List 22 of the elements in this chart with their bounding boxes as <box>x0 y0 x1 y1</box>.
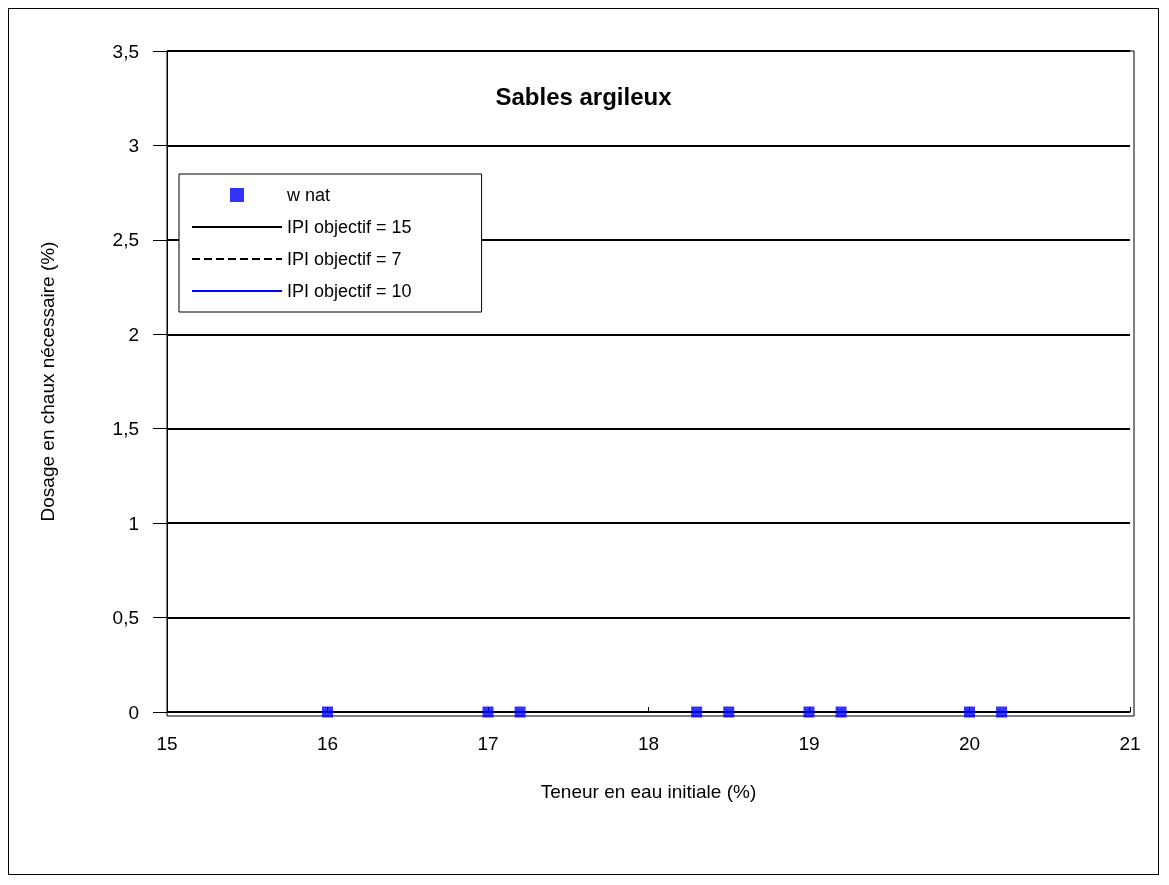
x-tick-label: 18 <box>637 733 660 754</box>
y-tick-label: 2 <box>128 323 139 345</box>
y-tick-label: 0 <box>128 701 139 723</box>
x-tick-label: 20 <box>958 733 981 754</box>
x-tick-label: 16 <box>316 733 339 754</box>
y-tick-label: 1 <box>128 512 139 534</box>
y-tick-label: 3 <box>128 134 139 156</box>
legend-label: IPI objectif = 10 <box>287 281 412 301</box>
x-tick-label: 19 <box>798 733 820 754</box>
legend-label: IPI objectif = 7 <box>287 249 402 269</box>
x-tick-label: 15 <box>156 733 178 754</box>
x-tick-label: 17 <box>477 733 499 754</box>
y-axis-title: Dosage en chaux nécessaire (%) <box>37 241 58 522</box>
y-tick-label: 3,5 <box>112 40 139 62</box>
y-tick-label: 0,5 <box>112 607 139 629</box>
text: Sables argileux <box>495 82 673 110</box>
x-tick-label: 21 <box>1119 733 1141 754</box>
y-tick-label: 2,5 <box>112 229 139 251</box>
x-axis-title: Teneur en eau initiale (%) <box>540 781 757 802</box>
y-tick-label: 1,5 <box>112 418 139 440</box>
legend-label: w nat <box>286 185 331 205</box>
legend-label: IPI objectif = 15 <box>287 217 412 237</box>
